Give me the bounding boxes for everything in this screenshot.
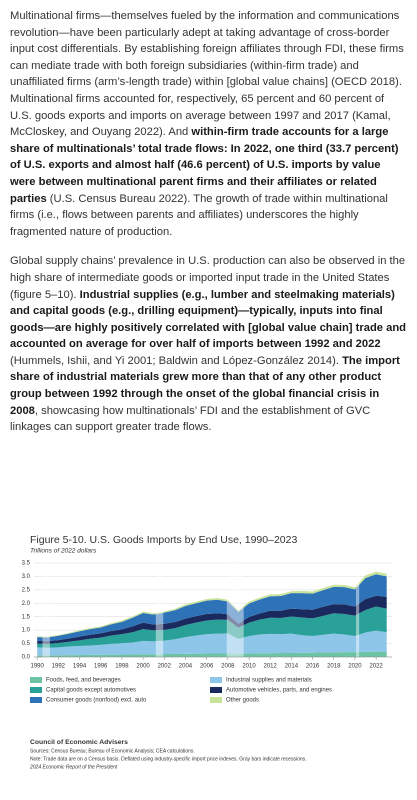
recession-bar	[155, 563, 164, 657]
legend-label: Consumer goods (nonfood) excl. auto	[46, 698, 147, 704]
y-tick-label: 3.5	[22, 561, 31, 567]
legend-label: Foods, feed, and beverages	[46, 678, 121, 684]
x-tick-label: 2006	[200, 664, 214, 670]
x-tick-label: 2016	[306, 664, 320, 670]
source-org: Council of Economic Advisers	[30, 739, 128, 746]
text-run: (U.S. Census Bureau 2022). The growth of…	[10, 192, 388, 238]
legend-swatch	[30, 697, 42, 703]
legend-label: Capital goods except automotives	[46, 688, 136, 694]
y-tick-label: 1.5	[22, 614, 31, 620]
recession-bar	[42, 563, 50, 657]
y-tick-label: 0.5	[22, 641, 31, 647]
sources: Sources: Census Bureau; Bureau of Econom…	[30, 748, 195, 754]
legend-swatch	[30, 687, 42, 693]
area	[37, 606, 387, 648]
chart-subtitle: Trillions of 2022 dollars	[30, 548, 97, 555]
paragraph: Multinational firms—themselves fueled by…	[10, 8, 408, 240]
y-tick-label: 3.0	[22, 574, 31, 580]
x-tick-label: 1996	[94, 664, 108, 670]
legend-swatch	[210, 697, 222, 703]
chart-title: Figure 5-10. U.S. Goods Imports by End U…	[30, 534, 297, 546]
x-tick-label: 2004	[179, 664, 193, 670]
text-run: , showcasing how multinationals’ FDI and…	[10, 404, 371, 434]
y-tick-label: 2.0	[22, 601, 31, 607]
paragraph: Global supply chains’ prevalence in U.S.…	[10, 253, 408, 436]
report: 2024 Economic Report of the President	[29, 764, 118, 770]
x-tick-label: 2008	[221, 664, 235, 670]
bold-text: Industrial supplies (e.g., lumber and st…	[10, 288, 406, 351]
x-tick-label: 1990	[30, 664, 44, 670]
area	[37, 630, 387, 656]
area	[37, 574, 387, 642]
x-tick-label: 2014	[285, 664, 299, 670]
bold-text: within-firm trade accounts for a large s…	[10, 126, 399, 205]
legend-label: Other goods	[226, 698, 259, 704]
x-tick-label: 1992	[52, 664, 66, 670]
x-tick-label: 2010	[242, 664, 256, 670]
x-tick-label: 2018	[327, 664, 341, 670]
legend-label: Industrial supplies and materials	[226, 678, 312, 684]
y-tick-label: 2.5	[22, 587, 31, 593]
x-tick-label: 2002	[158, 664, 172, 670]
legend-swatch	[210, 677, 222, 683]
chart: Figure 5-10. U.S. Goods Imports by End U…	[22, 534, 392, 770]
x-tick-label: 2012	[264, 664, 278, 670]
area	[37, 595, 387, 644]
article-text: Multinational firms—themselves fueled by…	[10, 8, 408, 449]
recession-bar	[355, 563, 360, 657]
x-tick-label: 2000	[136, 664, 150, 670]
legend-label: Automotive vehicles, parts, and engines	[226, 688, 332, 694]
x-tick-label: 1998	[115, 664, 129, 670]
legend-swatch	[210, 687, 222, 693]
x-tick-label: 1994	[73, 664, 87, 670]
text-run: Global supply chains’ prevalence in U.S.…	[10, 255, 406, 301]
bold-text: The import share of industrial materials…	[10, 354, 400, 417]
text-run: Multinational firms—themselves fueled by…	[10, 10, 404, 139]
y-tick-label: 0.0	[22, 655, 31, 661]
text-run: (Hummels, Ishii, and Yi 2001; Baldwin an…	[10, 354, 343, 367]
legend-swatch	[30, 677, 42, 683]
note: Note: Trade data are on a Census basis. …	[30, 756, 307, 762]
x-tick-label: 2022	[369, 664, 383, 670]
area	[37, 651, 387, 657]
y-tick-label: 1.0	[22, 628, 31, 634]
recession-bar	[226, 563, 244, 657]
x-tick-label: 2020	[348, 664, 362, 670]
